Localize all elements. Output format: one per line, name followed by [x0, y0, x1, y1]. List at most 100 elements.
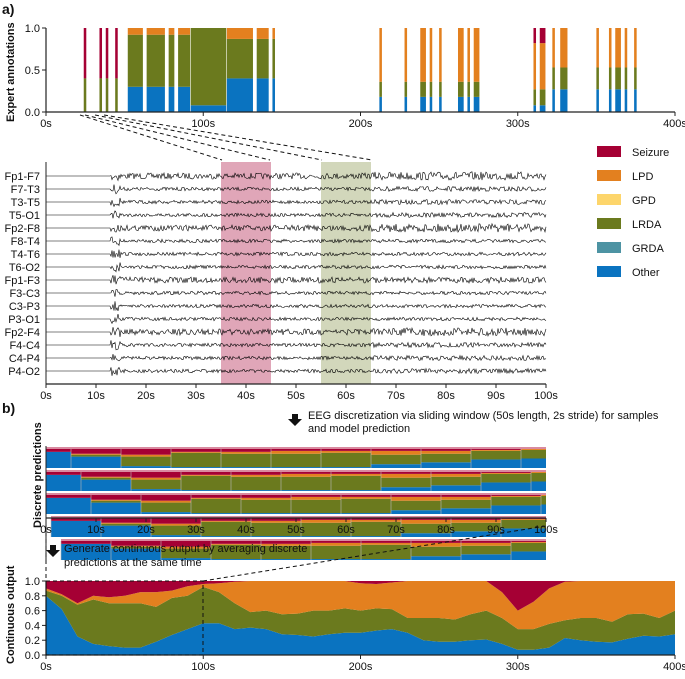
annotation-bar-seizure: [105, 28, 109, 79]
annotation-bar-lrda: [552, 67, 555, 90]
prediction-block-lrda: [321, 452, 371, 468]
prediction-block-other: [71, 456, 121, 468]
prediction-block-lpd: [271, 450, 321, 454]
prediction-block-seizure: [271, 449, 321, 451]
prediction-block-edge: [241, 493, 291, 495]
prediction-block-seizure: [46, 495, 91, 498]
prediction-block-edge: [431, 470, 481, 472]
prediction-block-lrda: [101, 523, 151, 526]
prediction-block-seizure: [51, 518, 101, 521]
prediction-block-other: [441, 508, 491, 514]
prediction-block-other: [251, 536, 301, 537]
annotation-bar-lpd: [420, 28, 426, 82]
prediction-block-lrda: [341, 498, 391, 514]
prediction-block-lpd: [91, 499, 141, 501]
x-tick-label: 40s: [237, 390, 255, 402]
eeg-trace: [46, 222, 547, 234]
prediction-block-lrda: [411, 546, 461, 557]
channel-label: T4-T6: [11, 249, 40, 261]
prediction-block-other: [331, 490, 381, 491]
prediction-block-lrda: [281, 476, 331, 491]
prediction-block-edge: [351, 516, 401, 518]
annotation-bar-lrda: [105, 78, 109, 112]
annotation-bar-seizure: [99, 28, 103, 79]
prediction-block-lpd: [441, 496, 491, 500]
prediction-block-lrda: [141, 502, 191, 513]
annotation-bar-lpd: [624, 28, 628, 68]
prediction-block-seizure: [421, 449, 471, 451]
prediction-block-seizure: [371, 449, 421, 451]
prediction-block-other: [501, 528, 546, 537]
prediction-block-seizure: [251, 518, 301, 521]
prediction-block-edge: [61, 539, 111, 541]
prediction-block-seizure: [121, 449, 171, 455]
prediction-block-other: [301, 536, 351, 537]
annotation-bar-lrda: [420, 81, 426, 97]
prediction-block-other: [181, 490, 231, 491]
prediction-block-other: [281, 490, 331, 491]
prediction-block-lpd: [231, 474, 281, 477]
prediction-block-other: [131, 489, 181, 491]
prediction-block-edge: [461, 539, 511, 541]
prediction-block-seizure: [261, 541, 311, 544]
prediction-block-edge: [421, 447, 471, 449]
annotation-bar-lrda: [429, 81, 433, 97]
prediction-block-lpd: [351, 519, 401, 522]
prediction-block-other: [471, 459, 521, 468]
discretization-note-line2: and model prediction: [308, 423, 410, 435]
x-tick-label: 0s: [40, 661, 52, 673]
prediction-block-other: [351, 536, 401, 537]
prediction-block-seizure: [191, 495, 241, 498]
annotation-bar-other: [190, 105, 227, 112]
prediction-block-lpd: [331, 473, 381, 476]
prediction-block-other: [321, 467, 371, 468]
annotation-bar-lpd: [127, 28, 143, 35]
x-tick-label: 30s: [187, 524, 205, 536]
prediction-block-lpd: [201, 520, 251, 522]
x-tick-label: 80s: [437, 524, 455, 536]
prediction-block-lrda: [181, 475, 231, 491]
prediction-block-lpd: [81, 476, 131, 478]
x-tick-label: 400s: [663, 118, 685, 130]
prediction-block-other: [291, 513, 341, 514]
eeg-trace: [46, 262, 547, 273]
prediction-block-edge: [261, 539, 311, 541]
prediction-block-lpd: [71, 453, 121, 455]
annotation-bar-other: [127, 86, 143, 112]
expert-annotations-ylabel: Expert annotations: [5, 22, 17, 122]
prediction-block-edge: [281, 470, 331, 472]
prediction-block-edge: [191, 493, 241, 495]
arrow-down-icon: [46, 545, 60, 557]
channel-label: T5-O1: [9, 210, 40, 222]
prediction-block-seizure: [291, 495, 341, 497]
prediction-block-seizure: [491, 495, 541, 496]
prediction-block-lpd: [301, 519, 351, 523]
annotation-bar-other: [379, 96, 382, 112]
prediction-block-edge: [51, 516, 101, 518]
legend-swatch-lrda: [597, 218, 621, 229]
x-tick-label: 400s: [663, 661, 685, 673]
y-tick-label: 0.8: [25, 591, 40, 603]
y-tick-label: 0.0: [25, 650, 40, 662]
annotation-bar-lrda: [615, 67, 621, 90]
prediction-block-lrda: [261, 545, 311, 560]
annotation-bar-lrda: [473, 81, 480, 97]
prediction-block-lpd: [211, 543, 261, 545]
annotation-bar-lpd: [552, 28, 555, 68]
annotation-bar-lrda: [457, 81, 464, 97]
prediction-block-edge: [161, 539, 211, 541]
legend-label-gpd: GPD: [632, 195, 656, 207]
prediction-block-lpd: [531, 472, 546, 473]
x-tick-label: 100s: [191, 661, 215, 673]
prediction-block-edge: [341, 493, 391, 495]
prediction-block-lpd: [491, 495, 541, 497]
annotation-bar-lrda: [539, 89, 546, 106]
x-tick-label: 50s: [287, 524, 305, 536]
prediction-block-edge: [531, 470, 546, 472]
prediction-block-lpd: [361, 542, 411, 545]
prediction-block-seizure: [441, 495, 491, 497]
annotation-bar-lrda: [272, 38, 275, 79]
prediction-block-edge: [46, 493, 91, 495]
prediction-block-lrda: [91, 500, 141, 503]
